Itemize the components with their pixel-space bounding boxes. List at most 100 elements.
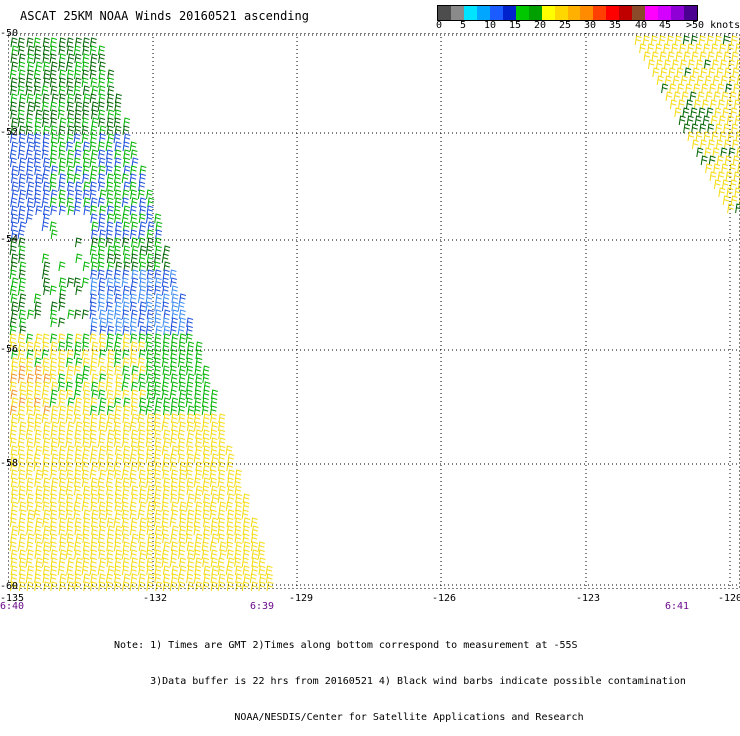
wind-barb [100, 470, 106, 479]
wind-barb [203, 438, 209, 447]
wind-barb [74, 70, 80, 79]
wind-barb [74, 46, 80, 55]
wind-barb [123, 238, 129, 247]
wind-barb [59, 398, 65, 407]
wind-barb [52, 478, 58, 487]
wind-barb [34, 342, 40, 351]
wind-barb [68, 542, 74, 551]
wind-barb [122, 214, 128, 223]
wind-barb [226, 566, 232, 575]
wind-barb [59, 206, 65, 215]
wind-barb [10, 150, 16, 159]
wind-barb [20, 278, 26, 287]
wind-barb [186, 470, 192, 479]
wind-barb [203, 582, 209, 591]
wind-barb [107, 278, 113, 287]
wind-barb [171, 550, 177, 559]
wind-barb [188, 430, 194, 439]
wind-barb [146, 454, 152, 463]
wind-barb [187, 542, 193, 551]
wind-barb [50, 286, 56, 295]
wind-barb [83, 86, 89, 95]
wind-barb [162, 358, 168, 367]
wind-barb [116, 454, 122, 463]
wind-barb [163, 374, 169, 383]
wind-barb [35, 550, 41, 559]
wind-barb [67, 478, 73, 487]
wind-barb [146, 302, 152, 311]
wind-barb [132, 158, 138, 167]
wind-barb [179, 534, 185, 543]
wind-barb [68, 558, 74, 567]
wind-barb [11, 174, 17, 183]
wind-barb [19, 574, 25, 583]
wind-barb [59, 190, 65, 199]
wind-barb [76, 286, 82, 295]
wind-barb [155, 486, 161, 495]
wind-barb [203, 454, 209, 463]
wind-barb [59, 478, 65, 487]
wind-barb [92, 118, 98, 127]
lon-label-132: -132 [143, 593, 167, 604]
wind-barb [164, 246, 170, 255]
wind-barb [114, 118, 120, 127]
wind-barb [196, 582, 202, 591]
lon-label-120: -120 [718, 593, 740, 604]
wind-barb [188, 374, 194, 383]
wind-barb [171, 534, 177, 543]
wind-barb [20, 510, 26, 519]
wind-barb [123, 246, 129, 255]
wind-barb [228, 558, 234, 567]
wind-barb [108, 262, 114, 271]
wind-barb [50, 158, 56, 167]
wind-barb [130, 582, 136, 591]
wind-barb [67, 102, 73, 111]
wind-barb [227, 462, 233, 471]
wind-barb [75, 54, 81, 63]
wind-barb [82, 462, 88, 471]
wind-barb [42, 222, 48, 231]
time-label-1: 6:40 [0, 601, 24, 612]
wind-barb [91, 110, 97, 119]
wind-barb [250, 574, 256, 583]
wind-barb [42, 350, 48, 359]
wind-barb [210, 502, 216, 511]
wind-barb [50, 526, 56, 535]
wind-barb [131, 566, 137, 575]
wind-barb [59, 262, 65, 271]
wind-barb [736, 44, 740, 53]
wind-barb [34, 38, 40, 47]
wind-barb [243, 566, 249, 575]
wind-barb [36, 542, 42, 551]
wind-barb [163, 470, 169, 479]
wind-barb [18, 198, 24, 207]
colorbar-label: 45 [659, 20, 671, 31]
colorbar-swatch [645, 6, 658, 20]
wind-barb [242, 558, 248, 567]
colorbar-swatch [516, 6, 529, 20]
wind-barb [100, 318, 106, 327]
wind-barb [122, 502, 128, 511]
wind-barb [42, 558, 48, 567]
wind-barb [218, 566, 224, 575]
wind-barb [58, 134, 64, 143]
wind-barb [139, 214, 145, 223]
wind-barb [195, 366, 201, 375]
wind-barb [76, 494, 82, 503]
wind-barb [44, 510, 50, 519]
wind-barb [11, 86, 17, 95]
wind-barb [147, 190, 153, 199]
colorbar-swatch [632, 6, 645, 20]
wind-barb [139, 534, 145, 543]
wind-barb [235, 478, 241, 487]
wind-barb [218, 558, 224, 567]
wind-barb [19, 182, 25, 191]
wind-barb [43, 38, 49, 47]
wind-barb [210, 430, 216, 439]
wind-barb [20, 222, 26, 231]
wind-speed-colorbar [437, 5, 698, 21]
wind-barb [20, 158, 26, 167]
wind-barb [36, 206, 42, 215]
wind-barb [140, 222, 146, 231]
